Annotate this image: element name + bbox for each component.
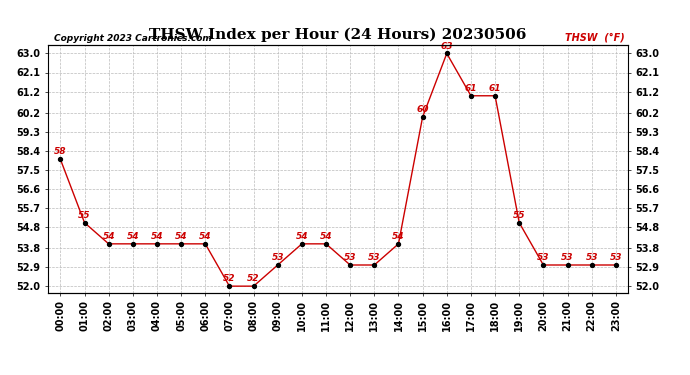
- Text: 55: 55: [513, 211, 526, 220]
- Title: THSW Index per Hour (24 Hours) 20230506: THSW Index per Hour (24 Hours) 20230506: [150, 28, 526, 42]
- Point: [466, 93, 477, 99]
- Point: [538, 262, 549, 268]
- Text: 54: 54: [102, 232, 115, 241]
- Text: 52: 52: [223, 274, 236, 284]
- Text: 61: 61: [489, 84, 502, 93]
- Text: 54: 54: [175, 232, 188, 241]
- Point: [248, 283, 259, 289]
- Point: [200, 241, 211, 247]
- Text: 54: 54: [126, 232, 139, 241]
- Text: 53: 53: [585, 253, 598, 262]
- Text: 52: 52: [247, 274, 260, 284]
- Text: 54: 54: [199, 232, 212, 241]
- Point: [611, 262, 622, 268]
- Text: 53: 53: [344, 253, 357, 262]
- Point: [417, 114, 428, 120]
- Text: 54: 54: [295, 232, 308, 241]
- Point: [490, 93, 501, 99]
- Point: [442, 51, 453, 57]
- Point: [55, 156, 66, 162]
- Point: [297, 241, 308, 247]
- Point: [224, 283, 235, 289]
- Text: 53: 53: [537, 253, 550, 262]
- Point: [393, 241, 404, 247]
- Text: 54: 54: [150, 232, 164, 241]
- Text: 60: 60: [416, 105, 429, 114]
- Text: 53: 53: [561, 253, 574, 262]
- Text: 53: 53: [271, 253, 284, 262]
- Text: THSW  (°F): THSW (°F): [565, 33, 625, 42]
- Text: 53: 53: [368, 253, 381, 262]
- Point: [79, 220, 90, 226]
- Point: [104, 241, 115, 247]
- Text: 54: 54: [392, 232, 405, 241]
- Text: 61: 61: [464, 84, 477, 93]
- Text: Copyright 2023 Cartronics.com: Copyright 2023 Cartronics.com: [54, 33, 212, 42]
- Point: [273, 262, 284, 268]
- Text: 53: 53: [609, 253, 622, 262]
- Point: [321, 241, 332, 247]
- Point: [152, 241, 163, 247]
- Point: [369, 262, 380, 268]
- Point: [562, 262, 573, 268]
- Point: [586, 262, 598, 268]
- Text: 58: 58: [54, 147, 67, 156]
- Point: [514, 220, 525, 226]
- Text: 54: 54: [319, 232, 333, 241]
- Point: [176, 241, 187, 247]
- Point: [345, 262, 356, 268]
- Text: 63: 63: [440, 42, 453, 51]
- Point: [128, 241, 139, 247]
- Text: 55: 55: [78, 211, 91, 220]
